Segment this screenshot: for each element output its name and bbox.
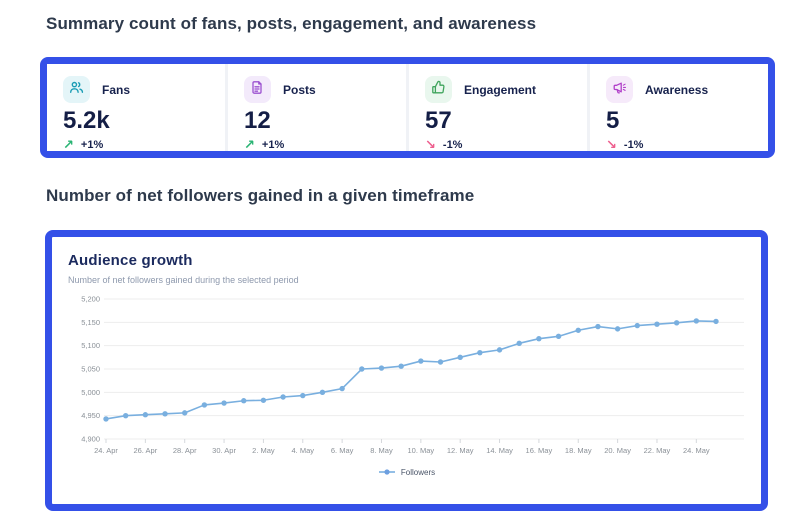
legend-marker-icon: [378, 463, 396, 481]
x-tick-label: 14. May: [486, 446, 513, 455]
document-icon: [250, 80, 265, 100]
y-tick-label: 4,900: [81, 435, 100, 444]
data-point[interactable]: [280, 394, 286, 400]
stat-card-engagement: Engagement 57 ↘ -1%: [409, 64, 590, 151]
stat-value: 57: [425, 107, 452, 134]
data-point[interactable]: [142, 412, 149, 418]
x-tick-label: 30. Apr: [212, 446, 236, 455]
y-tick-label: 5,150: [81, 318, 100, 327]
x-tick-label: 18. May: [565, 446, 592, 455]
y-tick-label: 5,200: [81, 295, 100, 304]
data-point[interactable]: [673, 320, 680, 326]
x-tick-label: 2. May: [252, 446, 275, 455]
data-point[interactable]: [713, 318, 719, 325]
chart-subtitle: Number of net followers gained during th…: [68, 275, 299, 285]
stat-card-posts: Posts 12 ↗ +1%: [228, 64, 409, 151]
x-tick-label: 12. May: [447, 446, 474, 455]
data-point[interactable]: [359, 366, 365, 372]
x-tick-label: 24. Apr: [94, 446, 118, 455]
x-tick-label: 28. Apr: [173, 446, 197, 455]
data-point[interactable]: [457, 354, 463, 361]
data-point[interactable]: [496, 347, 503, 353]
x-tick-label: 16. May: [526, 446, 553, 455]
y-tick-label: 4,950: [81, 411, 100, 420]
data-point[interactable]: [575, 327, 581, 333]
stat-label: Fans: [102, 82, 131, 97]
trend-value: -1%: [623, 138, 644, 151]
trend-down-arrow-icon: ↘: [606, 137, 617, 153]
x-tick-label: 4. May: [292, 446, 315, 455]
trend-value: +1%: [80, 138, 104, 151]
stat-label: Awareness: [645, 82, 709, 97]
data-point[interactable]: [536, 335, 542, 342]
y-tick-label: 5,100: [81, 341, 100, 350]
data-point[interactable]: [319, 389, 326, 396]
growth-section-title: Number of net followers gained in a give…: [46, 186, 475, 205]
x-tick-label: 6. May: [331, 446, 354, 455]
megaphone-icon: [612, 80, 627, 100]
data-point[interactable]: [221, 400, 227, 406]
followers-line-chart: 4,900 4,950 5,000 5,050 5,100 5,150 5,200 24. A…: [81, 295, 744, 455]
data-point[interactable]: [339, 385, 345, 392]
y-tick-label: 5,000: [81, 388, 100, 397]
audience-growth-card: Audience growth Number of net followers …: [45, 230, 768, 511]
data-point[interactable]: [437, 359, 444, 365]
chart-title: Audience growth: [68, 252, 193, 269]
data-point[interactable]: [378, 365, 385, 371]
data-point[interactable]: [182, 410, 188, 416]
data-point[interactable]: [516, 340, 522, 347]
trend-value: +1%: [261, 138, 285, 151]
legend-label: Followers: [400, 467, 436, 477]
data-point[interactable]: [103, 416, 109, 422]
data-point[interactable]: [654, 321, 660, 327]
stat-card-fans: Fans 5.2k ↗ +1%: [47, 64, 228, 151]
data-point[interactable]: [300, 392, 306, 399]
data-point[interactable]: [201, 402, 208, 408]
stat-value: 5.2k: [63, 107, 110, 134]
trend-down-arrow-icon: ↘: [425, 137, 436, 153]
data-point[interactable]: [477, 349, 483, 356]
stat-value: 12: [244, 107, 271, 134]
data-point[interactable]: [693, 318, 700, 324]
data-point[interactable]: [260, 397, 267, 403]
data-point[interactable]: [241, 398, 247, 404]
data-point[interactable]: [418, 358, 424, 364]
x-tick-label: 24. May: [683, 446, 710, 455]
x-tick-label: 20. May: [604, 446, 631, 455]
thumbs-up-icon: [431, 80, 446, 100]
data-point[interactable]: [614, 326, 621, 332]
x-tick-label: 8. May: [370, 446, 393, 455]
data-point[interactable]: [595, 323, 601, 330]
x-tick-label: 26. Apr: [133, 446, 157, 455]
y-tick-label: 5,050: [81, 365, 100, 374]
x-tick-label: 22. May: [644, 446, 671, 455]
stat-label: Posts: [283, 82, 316, 97]
data-point[interactable]: [634, 322, 640, 329]
data-point[interactable]: [122, 412, 129, 419]
data-point[interactable]: [555, 333, 562, 340]
trend-value: -1%: [442, 138, 463, 151]
chart-legend[interactable]: Followers: [68, 463, 745, 481]
summary-section-title: Summary count of fans, posts, engagement…: [46, 14, 537, 33]
stat-value: 5: [606, 107, 620, 134]
x-tick-label: 10. May: [407, 446, 434, 455]
summary-stats-panel: Fans 5.2k ↗ +1% Posts 12 ↗ +1%: [40, 57, 775, 158]
stat-label: Engagement: [464, 82, 537, 97]
trend-up-arrow-icon: ↗: [244, 137, 255, 153]
data-point[interactable]: [398, 363, 404, 369]
trend-up-arrow-icon: ↗: [63, 137, 74, 153]
users-icon: [69, 80, 84, 100]
stat-card-awareness: Awareness 5 ↘ -1%: [590, 64, 768, 151]
followers-series-line: [105, 320, 717, 420]
data-point[interactable]: [162, 411, 168, 417]
